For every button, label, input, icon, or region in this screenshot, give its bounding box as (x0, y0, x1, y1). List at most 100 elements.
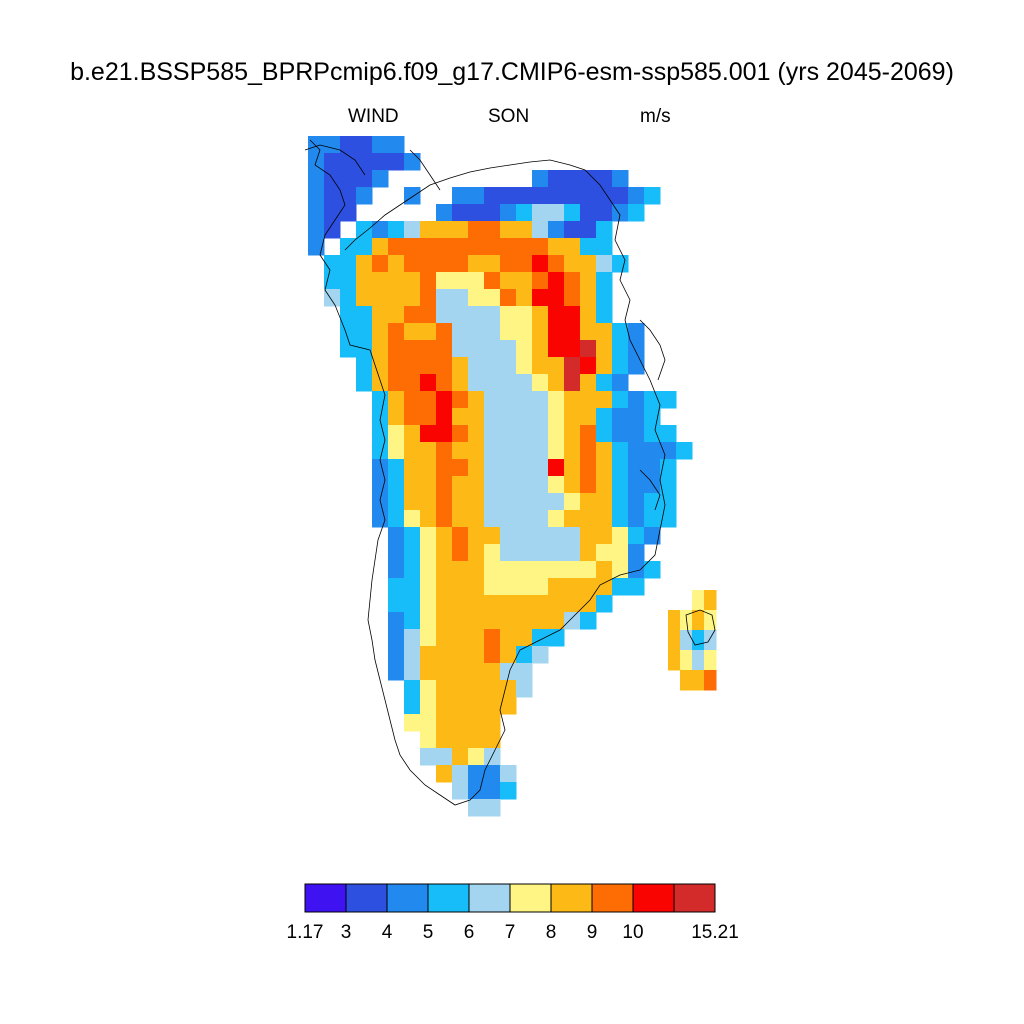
grid-cell (452, 238, 469, 256)
grid-cell (436, 459, 453, 477)
grid-cell (420, 493, 437, 511)
grid-cell (468, 238, 485, 256)
grid-cell (404, 595, 421, 613)
grid-cell (628, 544, 645, 562)
grid-cell (548, 340, 565, 358)
colorbar-tick-label: 9 (587, 922, 598, 943)
grid-cell (388, 442, 405, 460)
grid-cell (420, 629, 437, 647)
grid-cell (548, 374, 565, 392)
grid-cell (516, 357, 533, 375)
grid-cell (548, 510, 565, 528)
grid-cell (388, 629, 405, 647)
grid-cell (324, 221, 341, 239)
grid-cell (548, 629, 565, 647)
grid-cell (580, 476, 597, 494)
grid-cell (580, 493, 597, 511)
grid-cell (372, 221, 389, 239)
grid-cell (340, 289, 357, 307)
colorbar-tick-label: 4 (382, 922, 393, 943)
grid-cell (436, 680, 453, 698)
grid-cell (500, 289, 517, 307)
grid-cell (628, 391, 645, 409)
grid-cell (564, 578, 581, 596)
grid-cell (484, 408, 501, 426)
grid-cell (564, 221, 581, 239)
grid-cell (484, 697, 501, 715)
grid-cell (596, 238, 613, 256)
grid-cell (404, 629, 421, 647)
grid-cell (420, 646, 437, 664)
grid-cell (516, 578, 533, 596)
grid-cell (420, 663, 437, 681)
grid-cell (388, 425, 405, 443)
grid-cell (564, 612, 581, 630)
grid-cell (420, 374, 437, 392)
grid-cell (660, 425, 677, 443)
grid-cell (628, 527, 645, 545)
grid-cell (484, 323, 501, 341)
grid-cell (596, 510, 613, 528)
grid-cell (548, 578, 565, 596)
grid-cell (564, 442, 581, 460)
grid-cell (532, 442, 549, 460)
grid-cell (596, 221, 613, 239)
grid-cell (532, 459, 549, 477)
grid-cell (436, 578, 453, 596)
grid-cell (436, 646, 453, 664)
grid-cell (372, 476, 389, 494)
grid-cell (468, 204, 485, 222)
grid-cell (548, 442, 565, 460)
grid-cell (596, 476, 613, 494)
colorbar-box (345, 883, 388, 913)
grid-cell (340, 340, 357, 358)
grid-cell (356, 374, 373, 392)
grid-cell (436, 357, 453, 375)
grid-cell (388, 493, 405, 511)
grid-cell (532, 306, 549, 324)
grid-cell (660, 391, 677, 409)
coastline (304, 139, 716, 806)
grid-cell (580, 442, 597, 460)
grid-cell (484, 527, 501, 545)
grid-cell (388, 646, 405, 664)
grid-cell (468, 510, 485, 528)
grid-cell (596, 391, 613, 409)
grid-cell (388, 255, 405, 273)
grid-cell (372, 306, 389, 324)
grid-cell (452, 697, 469, 715)
island-cell (704, 610, 717, 631)
grid-cell (484, 663, 501, 681)
grid-cell (612, 527, 629, 545)
grid-cell (564, 595, 581, 613)
grid-cell (388, 527, 405, 545)
grid-cell (564, 544, 581, 562)
grid-cell (468, 748, 485, 766)
grid-cell (404, 680, 421, 698)
map-grid-cells (308, 136, 717, 817)
grid-cell (468, 323, 485, 341)
grid-cell (436, 391, 453, 409)
grid-cell (596, 561, 613, 579)
grid-cell (548, 357, 565, 375)
grid-cell (388, 476, 405, 494)
grid-cell (516, 544, 533, 562)
grid-cell (484, 357, 501, 375)
grid-cell (436, 493, 453, 511)
grid-cell (628, 425, 645, 443)
grid-cell (388, 357, 405, 375)
grid-cell (548, 221, 565, 239)
grid-cell (372, 323, 389, 341)
grid-cell (612, 578, 629, 596)
grid-cell (516, 595, 533, 613)
grid-cell (516, 340, 533, 358)
grid-cell (404, 459, 421, 477)
grid-cell (388, 374, 405, 392)
grid-cell (404, 561, 421, 579)
colorbar-tick-label: 1.17 (287, 922, 324, 943)
grid-cell (580, 425, 597, 443)
grid-cell (500, 527, 517, 545)
grid-cell (516, 272, 533, 290)
grid-cell (452, 357, 469, 375)
